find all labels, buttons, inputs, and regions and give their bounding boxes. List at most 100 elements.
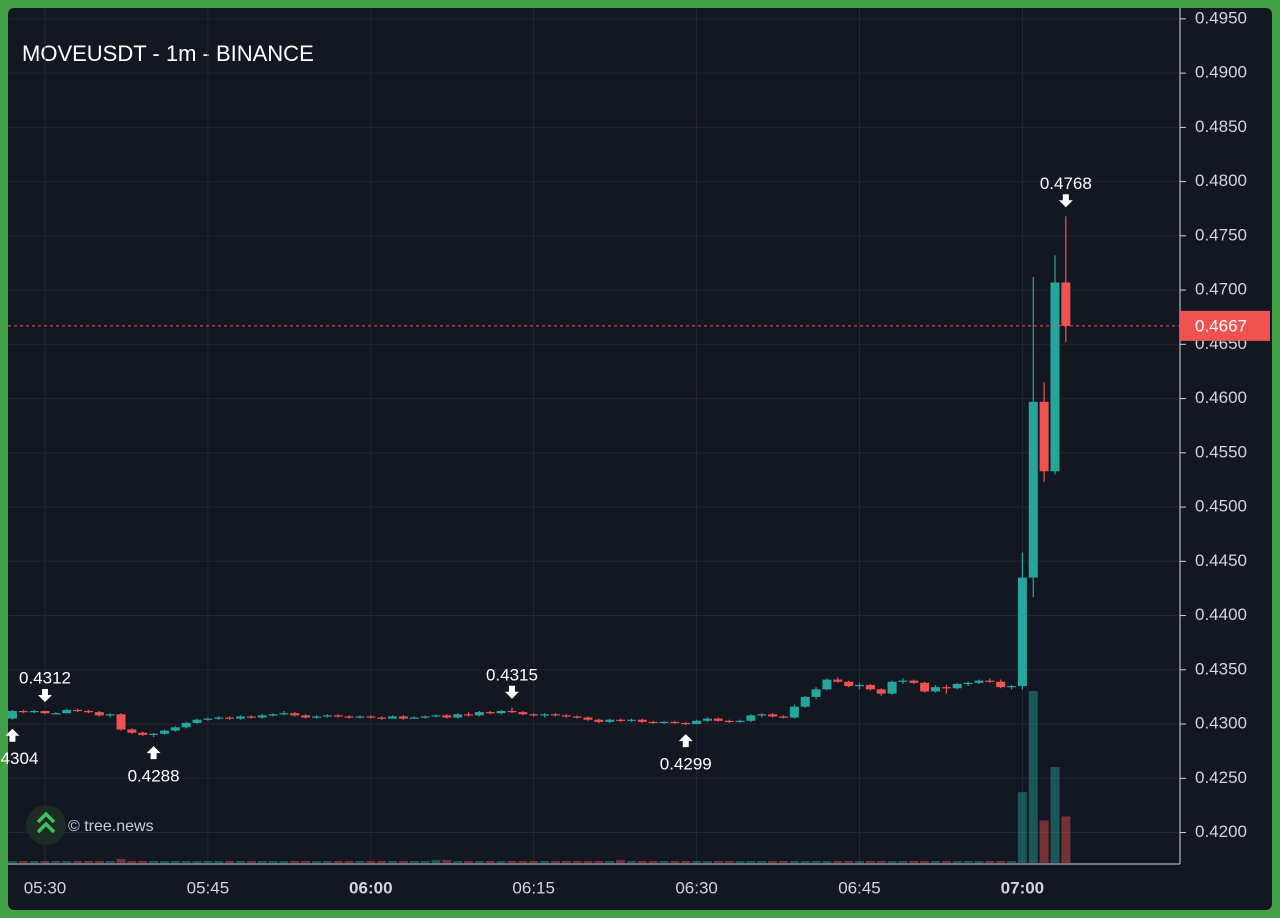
volume-bar: [257, 860, 267, 863]
candle-body: [583, 717, 593, 720]
volume-bar: [366, 860, 376, 863]
volume-bar: [616, 859, 626, 863]
candle-body: [789, 706, 799, 718]
candle-body: [83, 711, 93, 713]
volume-bar: [855, 860, 864, 863]
candle-body: [1007, 686, 1017, 688]
volume-bar: [40, 860, 50, 863]
volume-bar: [605, 860, 615, 863]
candle-body: [409, 717, 419, 719]
candle-body: [301, 715, 311, 718]
candle-body: [138, 732, 148, 735]
candle-body: [1061, 282, 1071, 326]
watermark-text: © tree.news: [68, 818, 154, 835]
marker-arrow: [1058, 194, 1073, 208]
volume-bar: [181, 860, 191, 863]
volume-bar: [301, 860, 311, 863]
volume-bar: [246, 860, 256, 863]
candle-body: [268, 714, 278, 716]
volume-bar: [648, 860, 658, 863]
candle-body: [51, 713, 61, 715]
volume-bar: [377, 860, 387, 863]
volume-bar: [735, 860, 745, 863]
candle-body: [898, 680, 908, 682]
candle-body: [485, 712, 495, 714]
volume-bar: [453, 860, 463, 863]
volume-bar: [833, 860, 843, 863]
x-tick-label: 06:15: [512, 878, 555, 897]
candle-body: [550, 714, 560, 716]
candle-body: [985, 680, 995, 682]
candle-body: [963, 682, 973, 685]
y-tick-label: 0.4200: [1195, 822, 1247, 841]
candle-body: [561, 715, 571, 717]
candle-body: [127, 729, 137, 733]
volume-bar: [1017, 792, 1027, 863]
volume-bar: [941, 860, 951, 863]
candle-body: [876, 689, 886, 694]
volume-bar: [594, 860, 604, 863]
candle-body: [833, 679, 843, 682]
candle-body: [496, 711, 506, 714]
volume-bar: [637, 860, 647, 863]
volume-bar: [713, 860, 723, 863]
watermark: © tree.news: [26, 805, 154, 845]
candle-body: [290, 713, 300, 716]
volume-bar: [996, 860, 1006, 863]
volume-bar: [159, 860, 169, 863]
candle-body: [312, 716, 321, 718]
candle-body: [865, 684, 875, 690]
candle-body: [605, 719, 615, 722]
y-tick-label: 0.4250: [1195, 768, 1247, 787]
candle-body: [659, 721, 669, 724]
chart-title: MOVEUSDT - 1m - BINANCE: [22, 41, 314, 66]
panel: [8, 8, 1272, 910]
y-tick-label: 0.4450: [1195, 551, 1247, 570]
last-price-box: [1180, 310, 1270, 341]
volume-bar: [474, 860, 484, 863]
candle-body: [518, 712, 528, 715]
candle-body: [920, 682, 930, 692]
candle-body: [1028, 401, 1038, 578]
y-tick-label: 0.4900: [1195, 63, 1247, 82]
volume-bar: [83, 860, 93, 863]
high-label: 0.4312: [19, 669, 71, 688]
marker-arrow: [146, 746, 161, 760]
candle-body: [94, 712, 104, 716]
candle-body: [909, 680, 919, 683]
x-tick-label: 06:30: [675, 878, 718, 897]
candle-body: [702, 718, 712, 721]
candle-body: [757, 714, 767, 716]
candle-body: [181, 722, 191, 728]
candle-body: [279, 713, 289, 715]
candle-body: [681, 722, 691, 725]
x-tick-label: 06:45: [838, 878, 881, 897]
volume-bar: [702, 860, 712, 863]
volume-bar: [952, 860, 962, 863]
candle-body: [442, 715, 452, 718]
volume-bar: [985, 860, 995, 863]
volume-bar: [561, 860, 571, 863]
low-label: 0.4304: [0, 749, 38, 768]
volume-bar: [388, 860, 398, 863]
marker-arrow: [678, 734, 693, 748]
candle-body: [724, 720, 734, 722]
candle-body: [377, 717, 387, 719]
candle-body: [29, 711, 39, 713]
volume-bar: [540, 860, 550, 863]
volume-bar: [214, 860, 224, 863]
volume-bar: [409, 860, 419, 863]
y-tick-label: 0.4800: [1195, 171, 1247, 190]
candle-body: [388, 716, 398, 719]
x-tick-label: 05:45: [187, 878, 230, 897]
candle-body: [822, 679, 832, 690]
volume-bar: [62, 860, 72, 863]
candle-body: [159, 730, 169, 734]
volume-bar: [865, 860, 875, 863]
high-label: 0.4315: [486, 665, 538, 684]
candle-body: [768, 714, 778, 717]
candle-body: [713, 718, 723, 721]
candle-body: [529, 714, 539, 716]
